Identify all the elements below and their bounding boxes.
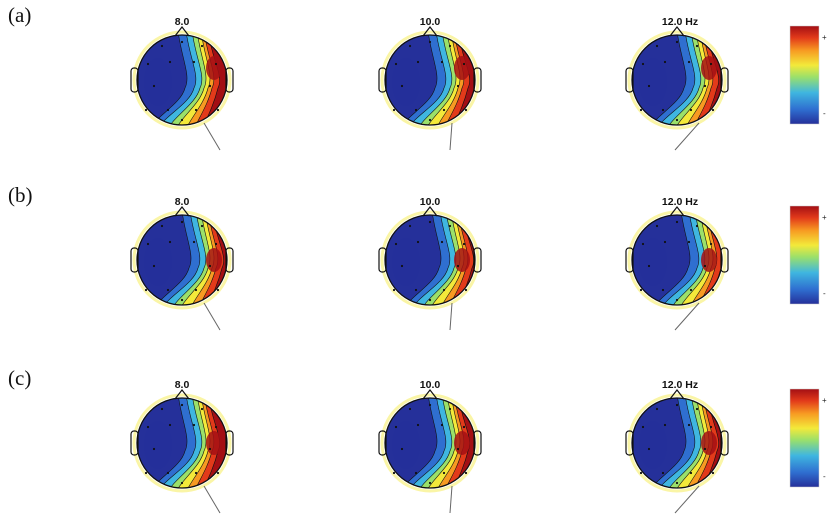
frequency-label: 8.0 [175, 379, 190, 391]
scalp-map [130, 26, 234, 151]
frequency-label: 10.0 [420, 16, 441, 28]
scalp-map [378, 26, 482, 151]
panel-label: (a) [8, 3, 31, 27]
scalp-map [625, 389, 729, 514]
panel-label: (b) [8, 183, 33, 207]
colorbar-min-label: - [823, 289, 826, 298]
panel-label: (c) [8, 366, 31, 390]
scalp-map [378, 206, 482, 331]
frequency-label: 12.0 Hz [662, 196, 698, 208]
frequency-label: 8.0 [175, 16, 190, 28]
frequency-label: 8.0 [175, 196, 190, 208]
colorbar-max-label: + [822, 33, 827, 42]
scalp-map [130, 206, 234, 331]
colorbar-min-label: - [823, 472, 826, 481]
colorbar-max-label: + [822, 396, 827, 405]
scalp-map [625, 206, 729, 331]
colorbar-min-label: - [823, 109, 826, 118]
colorbar-max-label: + [822, 213, 827, 222]
colorbar: +- [789, 25, 827, 125]
frequency-label: 10.0 [420, 196, 441, 208]
frequency-label: 12.0 Hz [662, 16, 698, 28]
frequency-label: 12.0 Hz [662, 379, 698, 391]
colorbar: +- [789, 205, 827, 305]
colorbar: +- [789, 388, 827, 488]
frequency-label: 10.0 [420, 379, 441, 391]
scalp-map [130, 389, 234, 514]
scalp-map [378, 389, 482, 514]
scalp-map [625, 26, 729, 151]
